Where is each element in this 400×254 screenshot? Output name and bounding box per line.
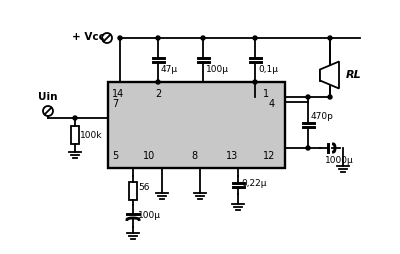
Text: Uin: Uin — [38, 92, 58, 102]
Circle shape — [328, 36, 332, 40]
Text: 1: 1 — [263, 89, 269, 99]
Circle shape — [201, 36, 205, 40]
Text: 8: 8 — [191, 151, 197, 161]
Text: 2: 2 — [155, 89, 161, 99]
Text: 4: 4 — [269, 99, 275, 109]
Text: 47µ: 47µ — [161, 65, 178, 74]
Circle shape — [253, 36, 257, 40]
Circle shape — [118, 36, 122, 40]
Circle shape — [156, 80, 160, 84]
Circle shape — [253, 80, 257, 84]
Text: + Vcc: + Vcc — [72, 32, 105, 42]
Circle shape — [156, 36, 160, 40]
Text: 0,22µ: 0,22µ — [241, 180, 266, 188]
Text: 100µ: 100µ — [206, 65, 229, 74]
Text: 13: 13 — [226, 151, 238, 161]
Bar — [320, 70, 327, 81]
Text: 100k: 100k — [80, 131, 102, 139]
Circle shape — [73, 116, 77, 120]
Text: RL: RL — [346, 70, 362, 80]
Bar — [108, 82, 285, 168]
Text: 470p: 470p — [311, 112, 334, 121]
Circle shape — [328, 95, 332, 99]
Text: 1000µ: 1000µ — [325, 156, 354, 165]
Text: 12: 12 — [263, 151, 275, 161]
Bar — [129, 182, 137, 200]
Bar — [71, 126, 79, 144]
Circle shape — [306, 146, 310, 150]
Text: 7: 7 — [112, 99, 118, 109]
Text: 0,1µ: 0,1µ — [258, 65, 278, 74]
Text: 56: 56 — [138, 183, 150, 192]
Polygon shape — [320, 61, 339, 88]
Text: 14: 14 — [112, 89, 124, 99]
Text: 10: 10 — [143, 151, 155, 161]
Circle shape — [306, 95, 310, 99]
Text: 100µ: 100µ — [138, 212, 161, 220]
Text: 5: 5 — [112, 151, 118, 161]
